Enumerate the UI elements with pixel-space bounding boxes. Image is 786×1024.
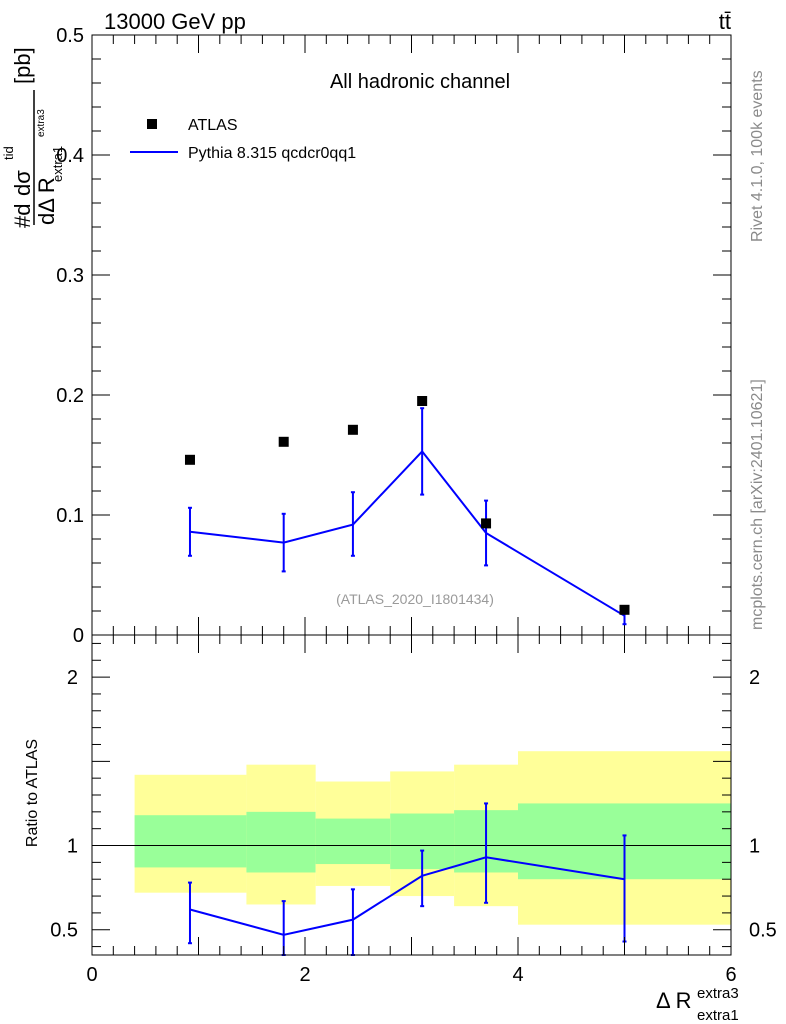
main-y-tick-label: 0: [73, 625, 84, 647]
ratio-x-tick-label: 2: [299, 964, 310, 986]
y-label-den-sub: extra1: [50, 146, 65, 182]
legend-atlas-marker: [147, 119, 157, 129]
y-label-den-sup: extra3: [36, 109, 47, 137]
main-y-tick-label: 0.1: [56, 505, 84, 527]
rivet-label: Rivet 4.1.0, 100k events: [749, 70, 766, 242]
atlas-data-point: [417, 396, 428, 406]
atlas-data-point: [184, 454, 195, 465]
analysis-watermark: (ATLAS_2020_I1801434): [336, 591, 494, 607]
legend-pythia-label: Pythia 8.315 qcdcr0qq1: [188, 145, 356, 162]
x-axis-label: Δ R extra1 extra3: [656, 985, 739, 1024]
legend-atlas-label: ATLAS: [188, 117, 238, 134]
main-title: All hadronic channel: [330, 71, 510, 93]
ratio-y-tick-label: 0.5: [50, 920, 78, 942]
ratio-frame: [91, 634, 732, 956]
main-series: [184, 396, 630, 626]
ratio-y-tick-label-right: 2: [749, 667, 760, 689]
main-panel: 0 0.1 0.2 0.3 0.4 0.5 All hadronic channel AT…: [1, 25, 732, 647]
ratio-inner-band: [246, 811, 316, 873]
ratio-y-tick-labels: 0.5 0.5 1 1 2 2: [50, 667, 777, 942]
main-y-tick-label: 0.3: [56, 265, 84, 287]
y-label-unit: [pb]: [10, 47, 35, 84]
ratio-panel: 0.5 0.5 1 1 2 2 0 2 4 6 Ratio to ATLAS Δ R extra…: [24, 634, 777, 1024]
ratio-y-tick-label-right: 1: [749, 836, 760, 858]
x-label-sub: extra1: [697, 1007, 739, 1024]
ratio-x-tick-label: 4: [512, 964, 523, 986]
main-ticks: [91, 34, 732, 636]
ratio-x-tick-label: 0: [86, 964, 97, 986]
main-y-tick-labels: 0 0.1 0.2 0.3 0.4 0.5: [56, 25, 84, 647]
atlas-data-point: [619, 604, 630, 615]
ratio-x-tick-labels: 0 2 4 6: [86, 964, 736, 986]
atlas-data-point: [347, 424, 358, 435]
pythia-line: [189, 449, 626, 617]
mcplots-label: mcplots.cern.ch [arXiv:2401.10621]: [749, 379, 766, 630]
y-label-prefix: #d: [10, 204, 35, 228]
y-label-num-sup: tid: [1, 146, 16, 160]
atlas-data-point: [278, 436, 289, 447]
y-label-num: dσ: [10, 170, 35, 196]
y-label-den: dΔ R: [34, 177, 59, 225]
ratio-inner-band: [315, 818, 391, 865]
ratio-y-tick-label-right: 0.5: [749, 920, 777, 942]
x-label-main: Δ R: [656, 988, 691, 1013]
atlas-data-point: [481, 518, 492, 529]
main-y-tick-label: 0.4: [56, 145, 84, 167]
main-y-tick-label: 0.5: [56, 25, 84, 47]
ratio-inner-band: [134, 815, 247, 868]
ratio-y-axis-label: Ratio to ATLAS: [24, 739, 41, 847]
ratio-y-tick-label: 2: [67, 667, 78, 689]
ratio-x-tick-label: 6: [725, 964, 736, 986]
main-y-tick-label: 0.2: [56, 385, 84, 407]
ratio-line: [189, 856, 625, 936]
ratio-y-tick-label: 1: [67, 836, 78, 858]
x-label-sup: extra3: [697, 985, 739, 1002]
legend: ATLAS Pythia 8.315 qcdcr0qq1: [130, 117, 356, 162]
main-y-axis-label: #d dσ tid dΔ R extra1 extra3 [pb]: [1, 47, 65, 228]
energy-label: 13000 GeV pp: [104, 9, 246, 34]
ratio-bands: [134, 751, 731, 925]
process-label: tt̄: [719, 9, 731, 34]
